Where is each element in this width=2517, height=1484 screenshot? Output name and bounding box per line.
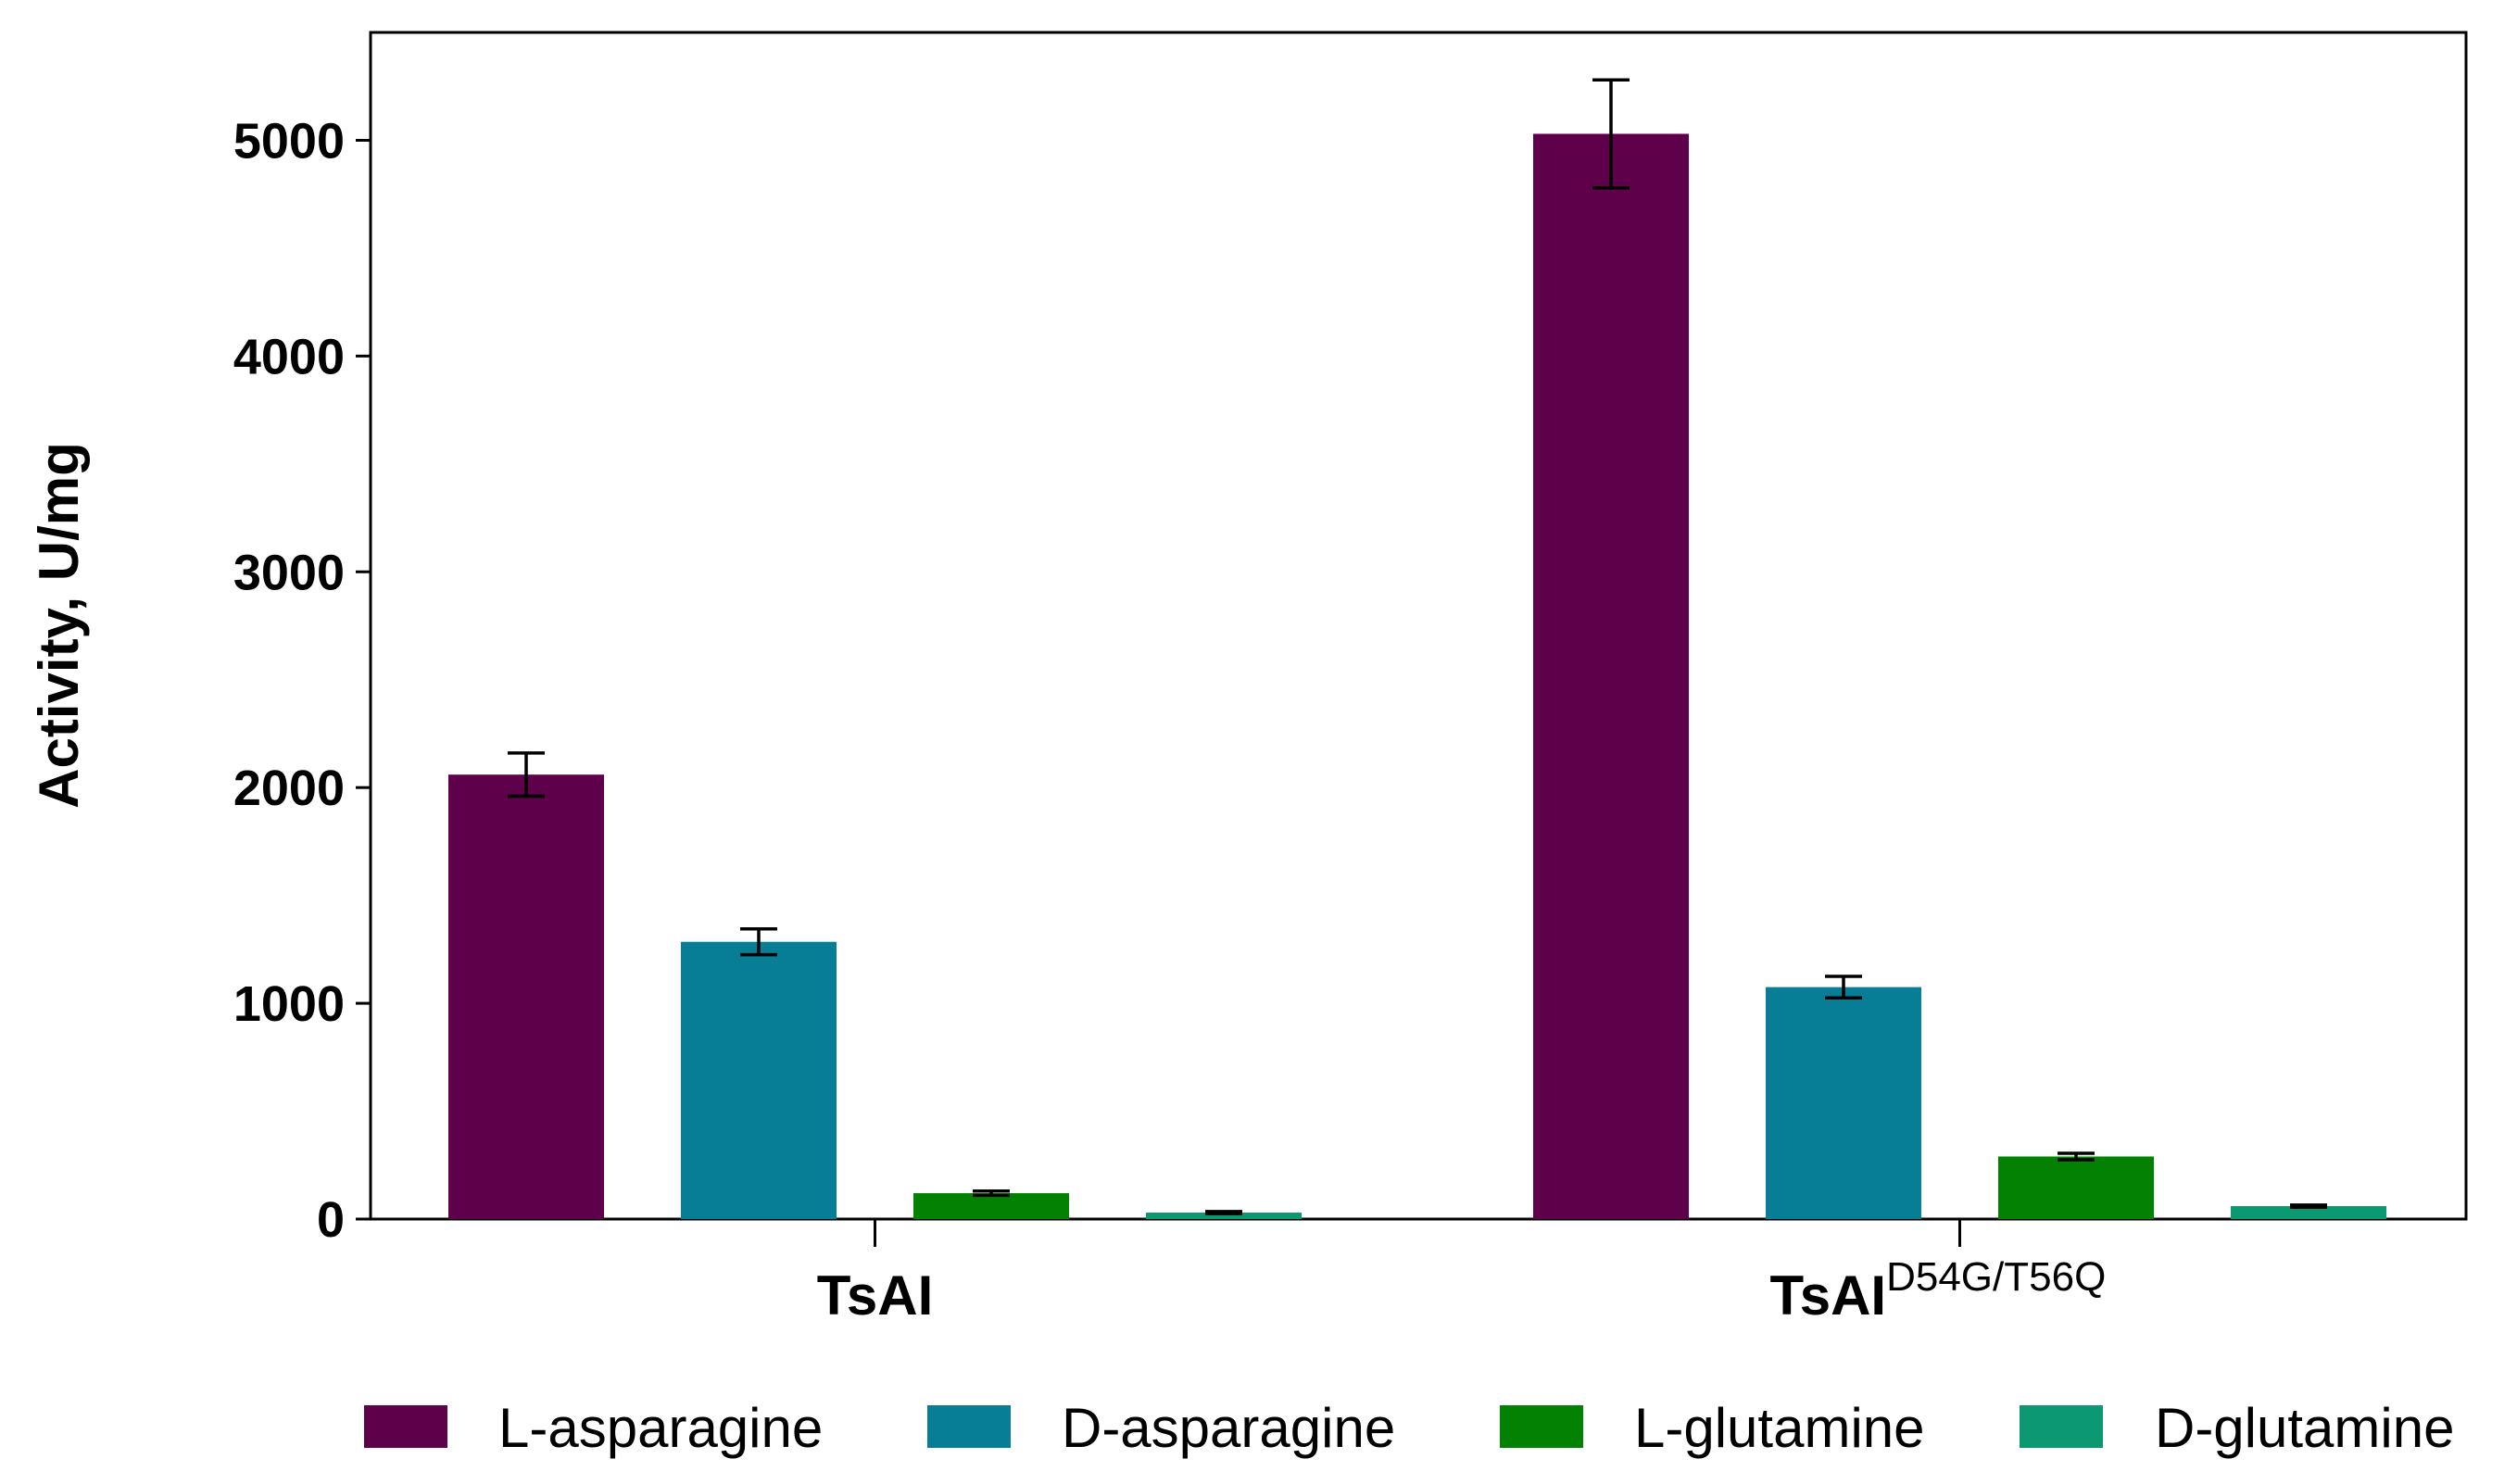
- bar-l-glutamine: [1998, 1156, 2154, 1219]
- y-tick-label: 4000: [233, 329, 345, 384]
- legend-item: D-asparagine: [927, 1397, 1395, 1459]
- legend-label: D-glutamine: [2155, 1397, 2454, 1459]
- bar-d-glutamine: [1146, 1213, 1302, 1219]
- legend-item: L-glutamine: [1500, 1397, 1925, 1459]
- y-tick-label: 5000: [233, 113, 345, 169]
- error-bar: [1592, 78, 1630, 190]
- y-tick-label: 2000: [233, 761, 345, 816]
- y-tick-label: 0: [317, 1192, 345, 1248]
- x-category-label: TsAI: [817, 1264, 934, 1327]
- bar-l-asparagine: [448, 774, 604, 1219]
- plot-area: 0 1000 2000 3000 4000 5000 TsAI TsAID54G/T56Q: [233, 31, 2468, 1327]
- legend-label: L-asparagine: [498, 1397, 823, 1459]
- y-axis-title: Activity, U/mg: [28, 442, 90, 809]
- bar-l-asparagine: [1533, 133, 1689, 1219]
- error-bar: [1825, 975, 1862, 1000]
- legend-swatch: [1500, 1405, 1583, 1448]
- plot-frame: [369, 31, 2468, 1221]
- bar-d-asparagine: [1766, 987, 1921, 1219]
- bar-d-asparagine: [681, 941, 837, 1219]
- x-category-label: TsAID54G/T56Q: [1770, 1254, 2107, 1327]
- legend-item: D-glutamine: [2020, 1397, 2454, 1459]
- error-bar: [2058, 1151, 2095, 1162]
- legend-label: L-glutamine: [1634, 1397, 1925, 1459]
- error-bar: [973, 1188, 1010, 1198]
- bar-l-glutamine: [913, 1193, 1069, 1219]
- error-bar: [2290, 1203, 2327, 1209]
- error-bar: [508, 751, 545, 799]
- bar-d-glutamine: [2231, 1206, 2386, 1219]
- legend-swatch: [927, 1405, 1011, 1448]
- legend-swatch: [364, 1405, 447, 1448]
- legend-swatch: [2020, 1405, 2103, 1448]
- legend: L-asparagine D-asparagine L-glutamine D-glu…: [364, 1397, 2454, 1459]
- y-tick-label: 3000: [233, 545, 345, 600]
- error-bar: [1205, 1210, 1242, 1215]
- legend-item: L-asparagine: [364, 1397, 823, 1459]
- y-tick-label: 1000: [233, 976, 345, 1032]
- legend-label: D-asparagine: [1062, 1397, 1395, 1459]
- error-bar: [740, 926, 777, 957]
